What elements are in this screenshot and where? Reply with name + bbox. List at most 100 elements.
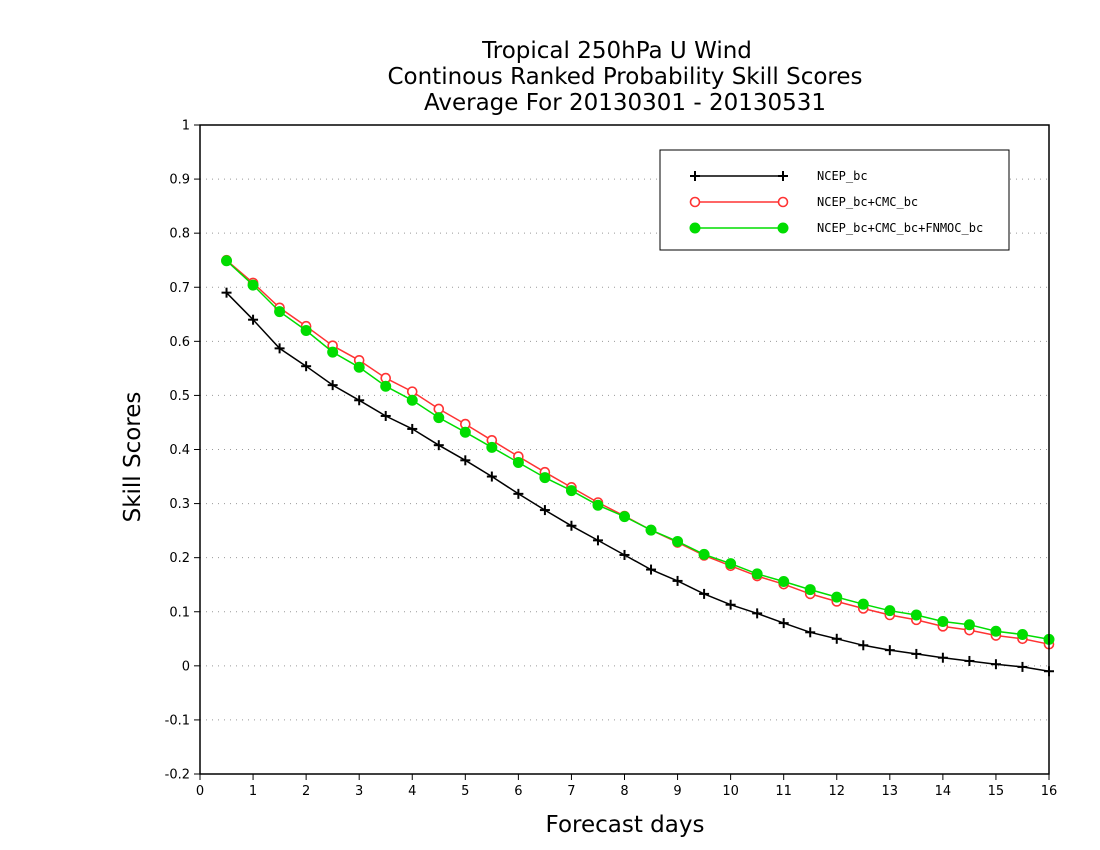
y-tick-label: 1	[182, 119, 190, 134]
legend-items: NCEP_bc NCEP_bc+CMC_bc NCEP_bc+CMC_bc+FNMO…	[689, 169, 983, 235]
y-tick-label: -0.1	[165, 713, 190, 728]
legend-marker	[689, 222, 701, 234]
data-point	[910, 609, 922, 621]
data-point	[539, 472, 551, 484]
data-point	[221, 255, 233, 267]
series-1	[221, 287, 1054, 677]
data-point	[459, 426, 471, 438]
data-point	[301, 361, 312, 372]
data-point	[858, 640, 869, 651]
legend-item: NCEP_bc	[690, 169, 868, 183]
y-tick-label: 0.7	[169, 281, 190, 296]
data-point	[646, 564, 657, 575]
data-point	[778, 618, 789, 629]
x-tick-label: 2	[302, 784, 310, 799]
data-point	[327, 346, 339, 358]
data-point	[433, 440, 444, 451]
x-tick-label: 0	[196, 784, 204, 799]
data-point	[645, 524, 657, 536]
data-point	[990, 625, 1002, 637]
data-point	[937, 652, 948, 663]
x-tick-label: 10	[722, 784, 739, 799]
data-point	[247, 279, 259, 291]
grid-lines	[200, 178, 1049, 721]
data-point	[354, 395, 365, 406]
y-tick-label: 0.9	[169, 173, 190, 188]
y-axis: -0.2 -0.1 0 0.1 0.2 0.3 0.4 0.5 0.6 0.7 0.8 0.9 1	[165, 119, 200, 783]
data-point	[672, 575, 683, 586]
data-point	[619, 511, 630, 523]
title-line-2: Continous Ranked Probability Skill Score…	[387, 64, 862, 90]
data-point	[1016, 628, 1028, 640]
data-point	[831, 633, 842, 644]
y-tick-label: 0.2	[169, 551, 190, 566]
legend-item: NCEP_bc+CMC_bc	[689, 195, 918, 209]
legend-box	[659, 149, 1010, 251]
data-point	[884, 645, 895, 656]
data-point	[512, 456, 524, 468]
y-tick-label: 0.1	[169, 605, 190, 620]
data-point	[407, 423, 418, 434]
x-tick-label: 6	[514, 784, 522, 799]
data-point	[1017, 661, 1028, 672]
x-tick-label: 8	[620, 784, 628, 799]
data-point	[539, 505, 550, 516]
data-point	[619, 549, 630, 560]
data-point	[964, 655, 975, 666]
x-tick-label: 16	[1041, 784, 1058, 799]
data-point	[566, 520, 577, 531]
data-point	[699, 588, 710, 599]
legend: NCEP_bc NCEP_bc+CMC_bc NCEP_bc+CMC_bc+FNMO…	[659, 149, 1010, 251]
x-tick-label: 13	[882, 784, 899, 799]
legend-item: NCEP_bc+CMC_bc+FNMOC_bc	[689, 221, 983, 235]
data-point	[672, 535, 684, 547]
data-point	[221, 287, 232, 298]
data-point	[831, 591, 843, 603]
legend-marker	[778, 171, 788, 181]
legend-label: NCEP_bc+CMC_bc	[817, 195, 918, 209]
data-point	[353, 361, 365, 373]
series-line	[226, 259, 1050, 645]
legend-label: NCEP_bc+CMC_bc+FNMOC_bc	[817, 221, 983, 235]
data-point	[406, 394, 418, 406]
y-tick-label: 0	[182, 659, 190, 674]
chart-title: Tropical 250hPa U Wind Continous Ranked …	[387, 38, 862, 116]
y-tick-label: 0.4	[169, 443, 190, 458]
data-point	[725, 599, 736, 610]
data-point	[911, 648, 922, 659]
x-tick-label: 14	[935, 784, 952, 799]
data-point	[752, 608, 763, 619]
legend-marker	[777, 196, 789, 208]
data-point	[963, 619, 975, 631]
series-line	[225, 292, 1050, 672]
legend-label: NCEP_bc	[817, 169, 868, 183]
x-tick-label: 4	[408, 784, 416, 799]
data-point	[486, 471, 497, 482]
data-point	[433, 403, 445, 415]
y-axis-label: Skill Scores	[120, 392, 146, 523]
title-line-1: Tropical 250hPa U Wind	[481, 38, 752, 64]
data-point	[406, 386, 418, 397]
y-tick-label: 0.3	[169, 497, 190, 512]
data-point	[380, 380, 392, 392]
data-point	[937, 615, 949, 627]
data-point	[248, 314, 259, 325]
x-tick-label: 11	[775, 784, 792, 799]
legend-marker	[690, 171, 700, 181]
data-point	[274, 343, 285, 354]
data-point	[380, 410, 391, 421]
y-tick-label: -0.2	[165, 768, 190, 783]
legend-marker	[689, 196, 701, 208]
x-axis: 0 1 2 3 4 5 6 7 8 9 10 11 12 13 14 15 16	[196, 774, 1057, 799]
series-layer	[221, 254, 1055, 677]
x-tick-label: 5	[461, 784, 469, 799]
data-point	[513, 488, 524, 499]
data-point	[804, 584, 816, 596]
series-3	[221, 255, 1055, 645]
data-point	[778, 575, 790, 587]
data-point	[300, 325, 312, 337]
data-point	[884, 605, 896, 617]
series-line	[225, 260, 1050, 641]
data-point	[592, 499, 604, 511]
